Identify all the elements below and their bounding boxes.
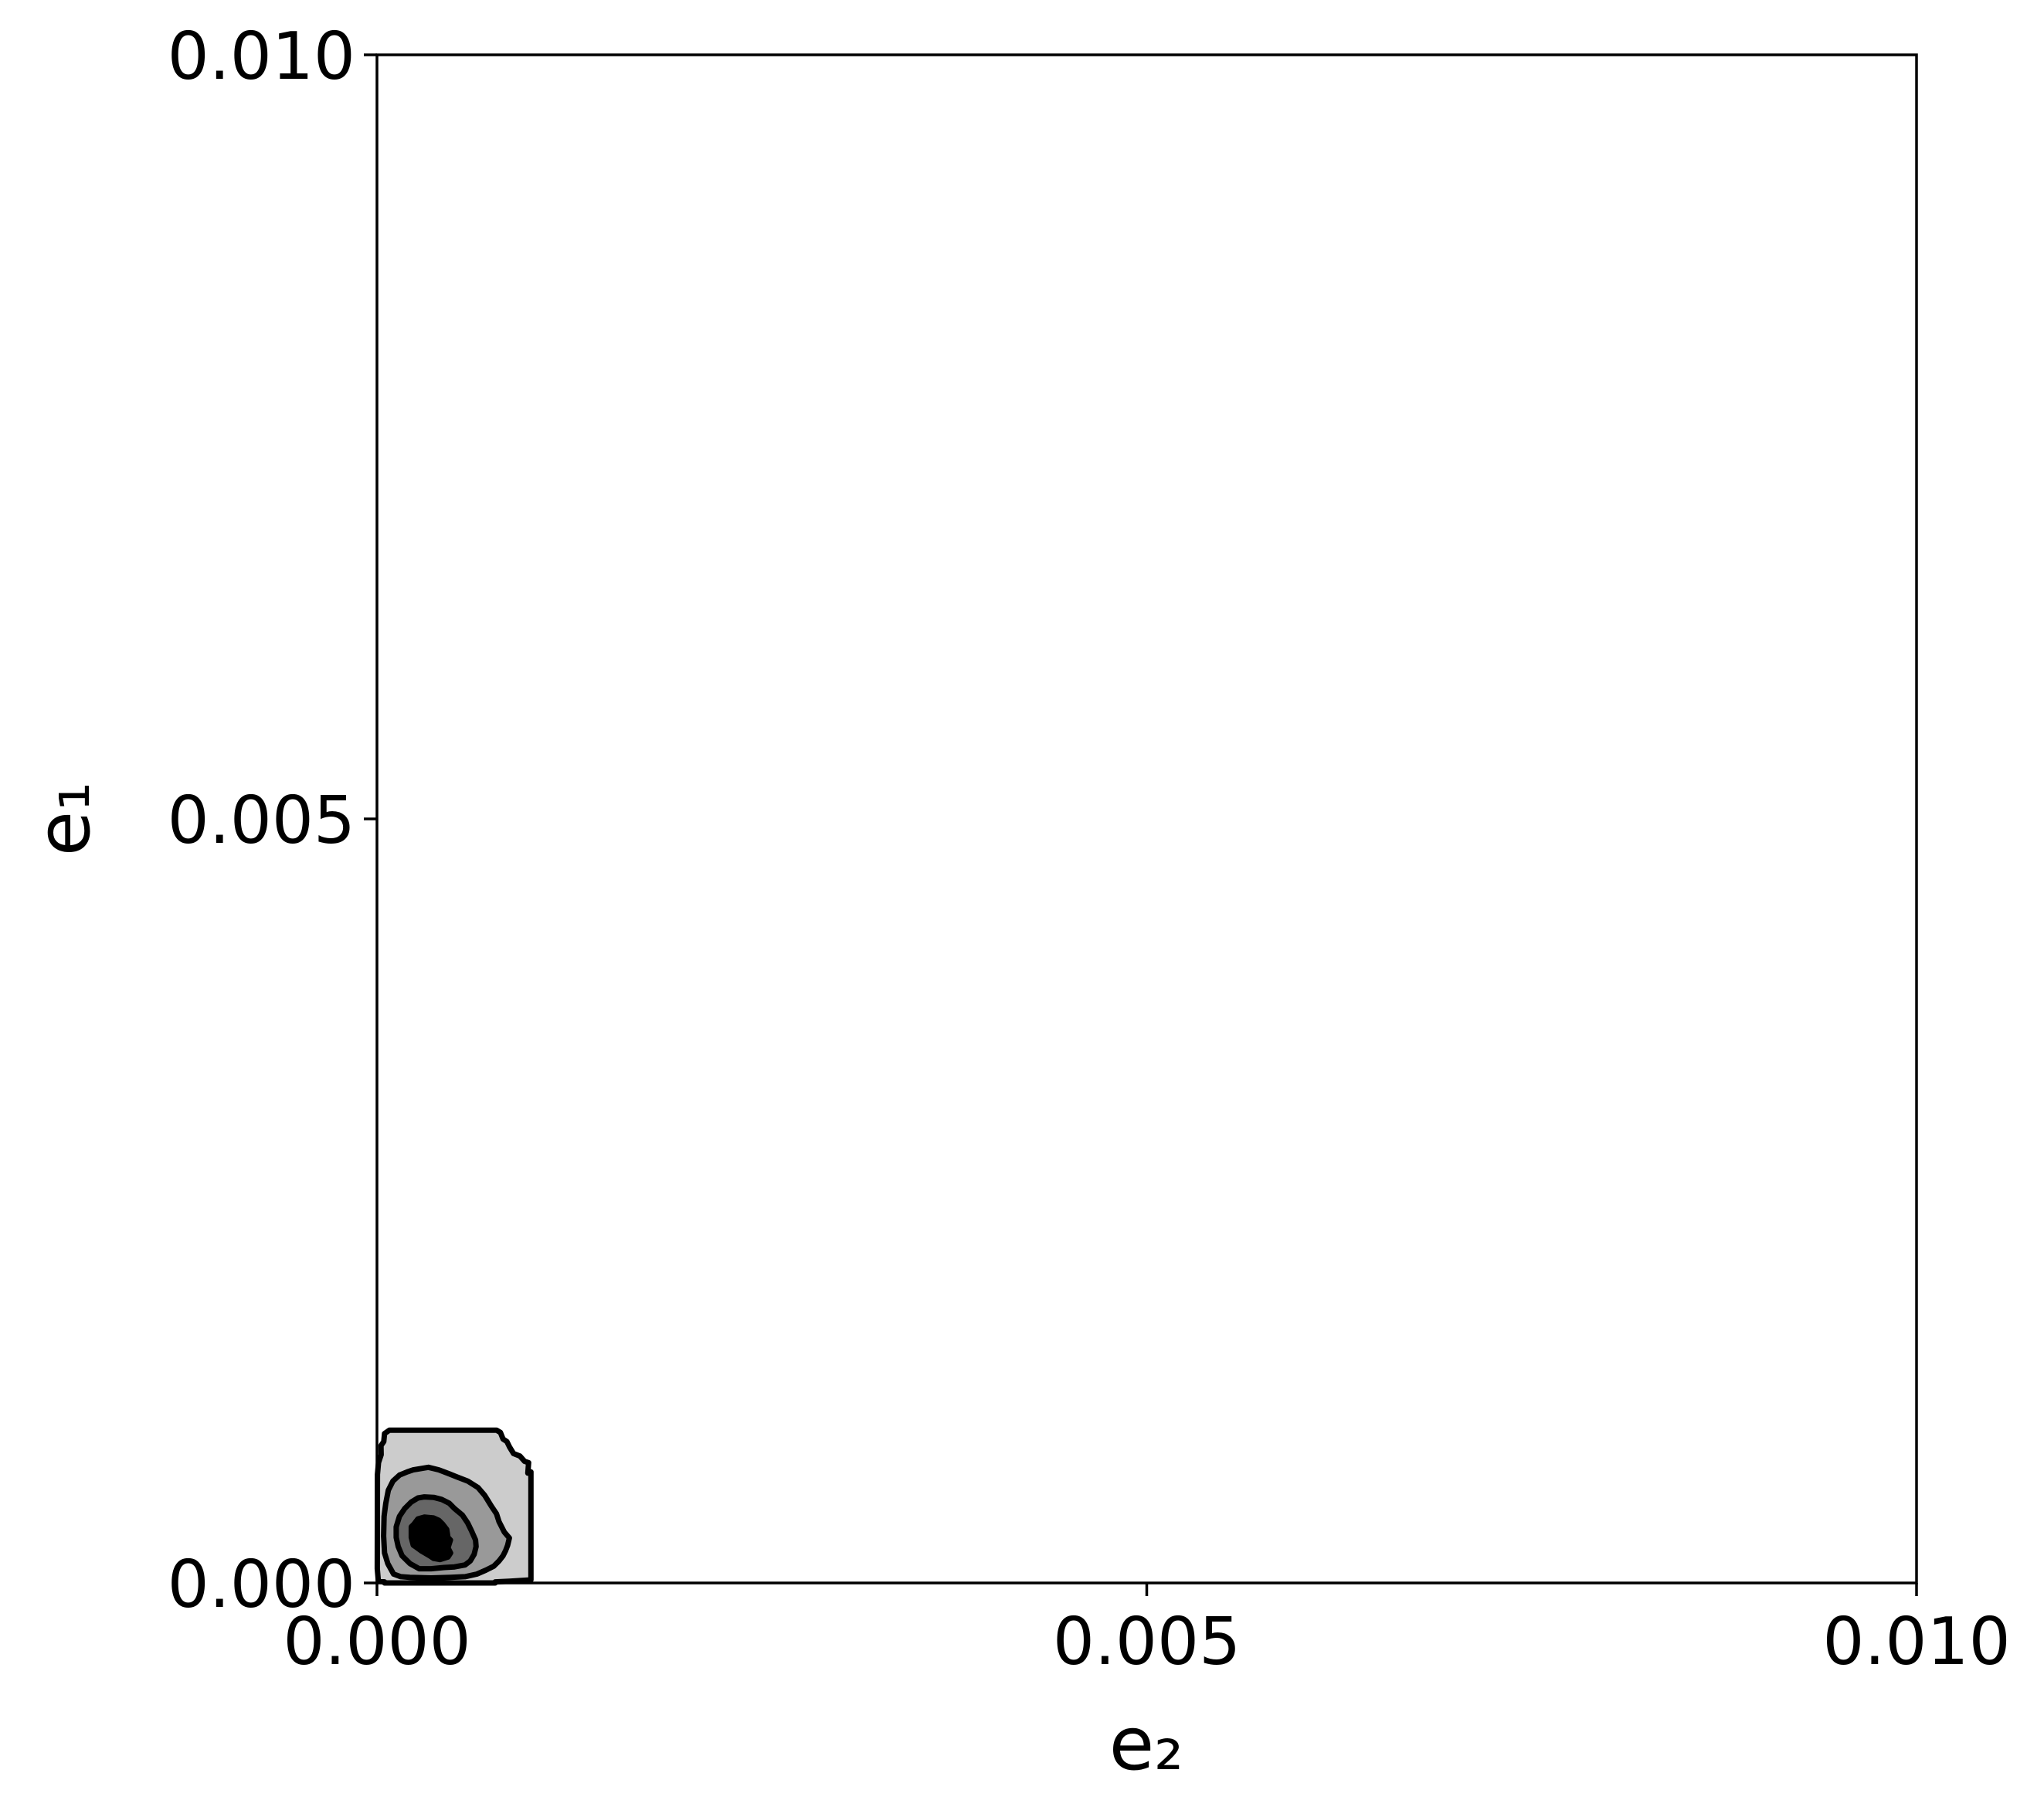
y-axis-label: e₁ — [22, 782, 107, 857]
y-tick-label: 0.005 — [168, 783, 355, 859]
y-tick-label: 0.000 — [168, 1547, 355, 1623]
contour-region — [408, 1514, 453, 1563]
x-axis-label: e₂ — [1109, 1702, 1184, 1787]
y-tick-label: 0.010 — [168, 19, 355, 95]
x-tick-label: 0.005 — [1053, 1604, 1241, 1680]
x-tick-label: 0.010 — [1822, 1604, 2010, 1680]
x-tick-label: 0.000 — [283, 1604, 470, 1680]
